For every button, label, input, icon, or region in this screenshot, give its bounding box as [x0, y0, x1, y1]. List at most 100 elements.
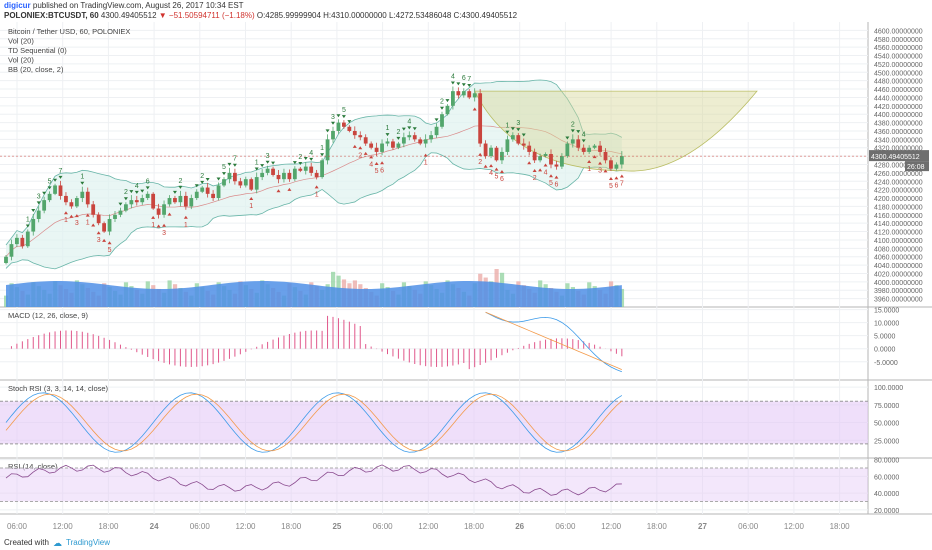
candle-body	[505, 139, 510, 152]
td-buy-marker	[499, 169, 504, 173]
price-tick-label: 4420.00000000	[874, 104, 923, 111]
candle-body	[222, 179, 226, 186]
td-sell-marker	[53, 178, 58, 182]
td-buy-marker	[369, 155, 374, 159]
td-sell-marker	[570, 129, 575, 133]
candle-body	[20, 237, 25, 247]
td-sell-marker	[320, 153, 325, 157]
price-tick-label: 4080.00000000	[874, 246, 923, 253]
td-sell-marker	[134, 190, 139, 194]
candle-body	[4, 256, 8, 263]
td-sell-marker	[227, 162, 232, 166]
td-count-label: 6	[614, 182, 618, 189]
symbol-label[interactable]: POLONIEX:BTCUSDT, 60	[4, 11, 99, 20]
candle-body	[565, 143, 570, 157]
td-buy-marker	[156, 224, 161, 228]
td-count-label: 4	[451, 74, 455, 81]
td-sell-marker	[42, 191, 47, 195]
td-count-label: 1	[386, 125, 390, 132]
candle-body	[74, 198, 79, 207]
td-count-label: 3	[331, 114, 335, 121]
price-tick-label: 4000.00000000	[874, 280, 923, 287]
td-buy-marker	[472, 107, 477, 111]
time-tick-label: 12:00	[418, 522, 439, 531]
candle-body	[189, 198, 194, 207]
candle-body	[467, 91, 472, 98]
tradingview-brand[interactable]: TradingView	[66, 538, 111, 547]
indicator-tick-label: 5.0000	[874, 334, 896, 341]
countdown-label: 26:08	[907, 164, 925, 171]
td-buy-marker	[532, 168, 537, 172]
candle-body	[614, 164, 619, 169]
candle-body	[167, 198, 172, 205]
td-count-label: 1	[315, 191, 319, 198]
candle-body	[407, 135, 412, 138]
td-sell-marker	[565, 136, 570, 140]
td-count-label: 3	[598, 168, 602, 175]
td-count-label: 7	[233, 156, 237, 163]
td-count-label: 7	[467, 76, 471, 83]
candle-body	[85, 191, 90, 205]
td-sell-marker	[303, 156, 308, 160]
candle-body	[429, 135, 433, 140]
candle-body	[276, 174, 281, 180]
td-sell-marker	[510, 127, 515, 131]
price-change: ▼ −51.50594711 (−1.18%)	[158, 11, 255, 20]
legend-line: TD Sequential (0)	[8, 46, 67, 55]
indicator-tick-label: 100.0000	[874, 385, 903, 392]
td-count-label: 3	[162, 230, 166, 237]
candle-body	[581, 147, 586, 152]
td-count-label: 2	[571, 121, 575, 128]
td-buy-marker	[363, 151, 368, 155]
td-buy-marker	[483, 164, 488, 168]
price-tick-label: 3980.00000000	[874, 288, 923, 295]
td-count-label: 2	[533, 175, 537, 182]
time-tick-label: 12:00	[235, 522, 256, 531]
td-sell-marker	[205, 177, 210, 181]
td-sell-marker	[145, 186, 150, 190]
td-buy-marker	[167, 212, 172, 216]
td-buy-marker	[287, 187, 292, 191]
countdown-tag	[905, 161, 929, 172]
td-sell-marker	[58, 175, 63, 179]
td-buy-marker	[592, 155, 597, 159]
td-buy-marker	[249, 196, 254, 200]
candle-body	[205, 187, 210, 194]
td-count-label: 5	[375, 168, 379, 175]
chart-canvas[interactable]: 06:00 12:00 18:00 24 06:00 12:00 18:00 25 06:00 1…	[0, 22, 932, 536]
td-buy-marker	[102, 238, 107, 242]
candle-body	[456, 91, 461, 96]
td-count-label: 1	[505, 123, 509, 130]
chart-footer: Created with ☁ TradingView	[0, 536, 932, 550]
candle-body	[510, 135, 515, 140]
price-tick-label: 4280.00000000	[874, 163, 923, 170]
time-tick-label: 06:00	[373, 522, 394, 531]
time-tick-label: 25	[332, 522, 341, 531]
candle-body	[336, 122, 341, 131]
td-sell-marker	[271, 161, 276, 165]
candle-body	[391, 141, 395, 148]
td-buy-marker	[619, 174, 624, 178]
td-sell-marker	[232, 163, 237, 167]
bollinger-lower-line	[5, 152, 622, 270]
author-name[interactable]: digicur	[4, 1, 31, 10]
candle-body	[96, 214, 101, 224]
td-buy-marker	[96, 231, 101, 235]
candle-body	[15, 237, 19, 245]
td-count-label: 4	[489, 170, 493, 177]
candle-body	[227, 172, 232, 180]
price-tick-label: 4120.00000000	[874, 230, 923, 237]
td-count-label: 3	[97, 237, 101, 244]
candle-body	[423, 139, 428, 144]
candle-body	[156, 208, 161, 215]
candle-body	[303, 166, 308, 171]
candle-body	[560, 156, 564, 167]
td-count-label: 2	[478, 159, 482, 166]
candle-body	[374, 147, 379, 152]
td-sell-marker	[80, 181, 85, 185]
candle-body	[58, 185, 63, 196]
time-tick-label: 06:00	[7, 522, 28, 531]
td-buy-marker	[608, 177, 613, 181]
candle-body	[107, 218, 112, 232]
td-count-label: 4	[369, 161, 373, 168]
